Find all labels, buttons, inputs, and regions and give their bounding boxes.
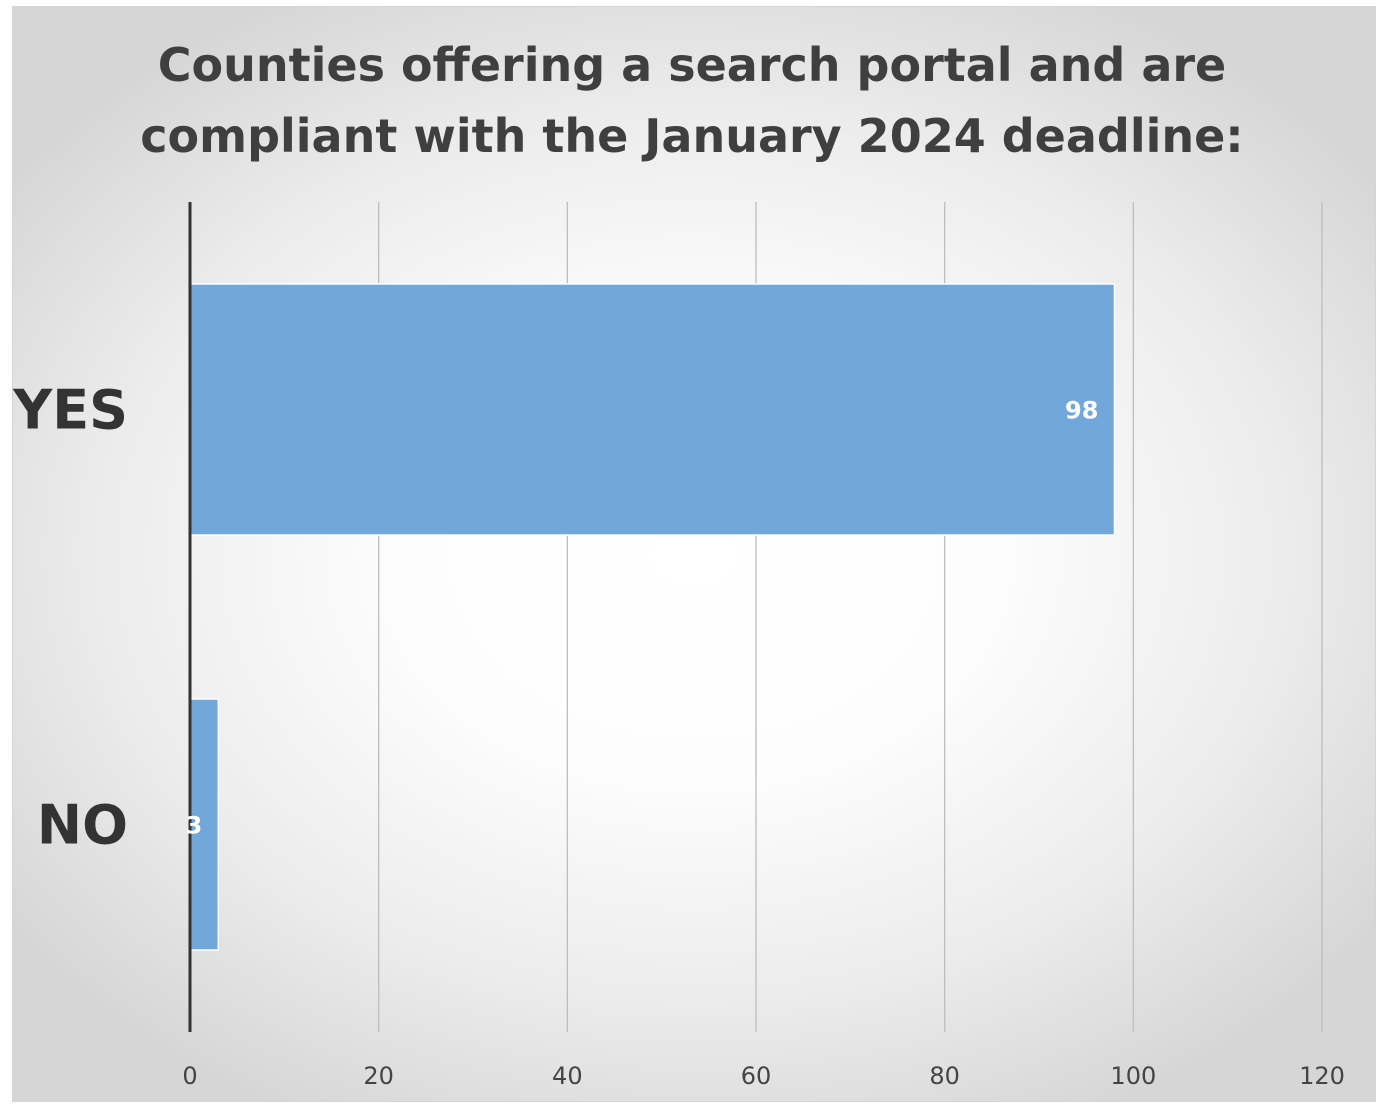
labels: 0 20 40 60 80 100 120 YES 98 NO 3 <box>12 379 1345 1091</box>
bars <box>189 283 1116 951</box>
x-tick-label: 60 <box>741 1062 772 1090</box>
x-tick-label: 40 <box>552 1062 583 1090</box>
bar-no <box>189 698 220 951</box>
x-tick-label: 100 <box>1110 1062 1156 1090</box>
chart-title: Counties offering a search portal and ar… <box>140 38 1244 163</box>
chart-area <box>12 6 1376 1102</box>
bar-yes <box>189 283 1116 536</box>
data-label-no: 3 <box>186 812 203 840</box>
data-label-yes: 98 <box>1065 397 1098 425</box>
category-label-yes: YES <box>12 379 128 442</box>
category-label-no: NO <box>37 794 128 857</box>
x-tick-label: 120 <box>1299 1062 1345 1090</box>
x-tick-label: 80 <box>929 1062 960 1090</box>
x-tick-label: 20 <box>363 1062 394 1090</box>
x-tick-label: 0 <box>182 1062 197 1090</box>
